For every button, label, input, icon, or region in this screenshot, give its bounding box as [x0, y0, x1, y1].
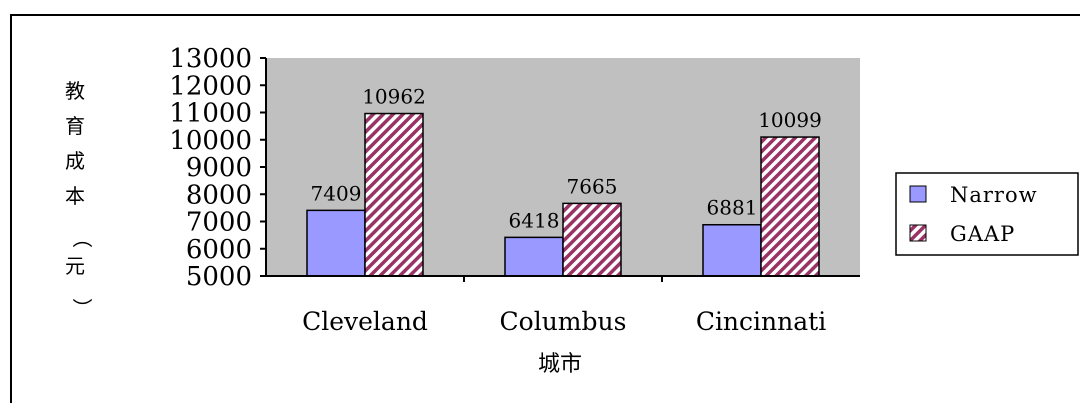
- bar-narrow-cleveland: [306, 209, 366, 277]
- x-axis-label: 城市: [538, 352, 582, 377]
- y-axis-label-char: 教: [65, 79, 85, 103]
- data-label: 10099: [758, 108, 822, 132]
- y-axis-label-char: （: [70, 228, 94, 248]
- y-axis-label-char: 成: [65, 149, 85, 173]
- data-label: 6418: [509, 208, 560, 232]
- y-axis-label-char: ）: [70, 298, 94, 318]
- y-tick-label: 5000: [186, 262, 252, 292]
- x-tick-label: Cleveland: [302, 307, 428, 336]
- bar-narrow-columbus: [504, 236, 564, 277]
- y-tick-label: 10000: [169, 126, 252, 156]
- y-tick-label: 11000: [169, 99, 252, 129]
- y-tick-label: 9000: [186, 153, 252, 183]
- y-axis-label-char: 育: [65, 114, 85, 138]
- data-label: 6881: [707, 196, 758, 220]
- y-axis-label-char: 元: [65, 254, 85, 278]
- x-tick-label: Columbus: [500, 307, 627, 336]
- y-axis-label-char: 本: [65, 184, 85, 208]
- bar-narrow-cincinnati: [702, 223, 762, 277]
- legend-label-narrow: Narrow: [950, 183, 1038, 207]
- bar-gaap-cleveland: [364, 112, 424, 277]
- chart-frame: [10, 14, 1080, 403]
- legend-label-gaap: GAAP: [950, 222, 1015, 246]
- bar-gaap-columbus: [562, 202, 622, 277]
- y-tick-label: 7000: [186, 208, 252, 238]
- data-label: 7665: [567, 174, 618, 198]
- y-tick-label: 12000: [169, 71, 252, 101]
- bar-gaap-cincinnati: [760, 136, 820, 277]
- x-tick-label: Cincinnati: [696, 307, 826, 336]
- legend-swatch-gaap: [909, 224, 927, 242]
- y-tick-label: 6000: [186, 235, 252, 265]
- y-tick-label: 13000: [169, 44, 252, 74]
- y-tick-label: 8000: [186, 180, 252, 210]
- legend: Narrow GAAP: [895, 172, 1079, 256]
- data-label: 10962: [362, 85, 426, 109]
- data-label: 7409: [311, 181, 362, 205]
- legend-swatch-narrow: [909, 185, 927, 203]
